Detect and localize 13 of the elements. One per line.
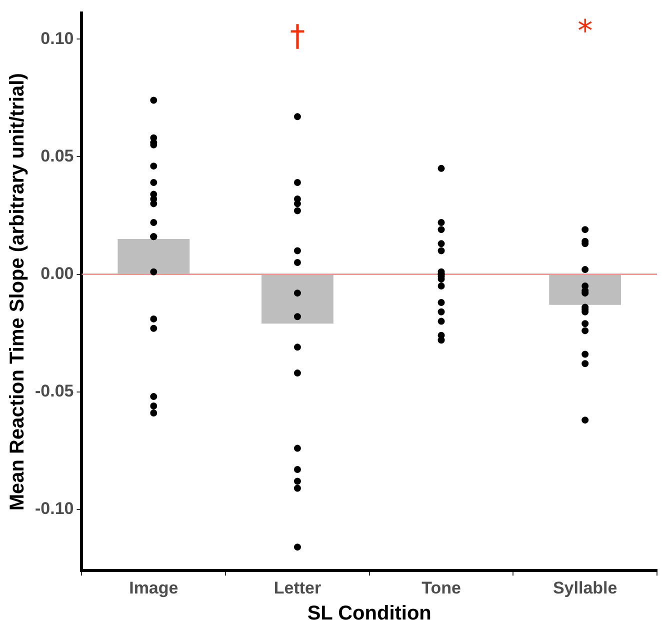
- annotation: †: [290, 18, 305, 54]
- x-tick-label: Syllable: [552, 578, 618, 598]
- x-axis-title: SL Condition: [307, 602, 432, 625]
- x-tick-label: Letter: [274, 578, 322, 598]
- y-tick-label: -0.10: [35, 499, 74, 518]
- x-tick-label: Tone: [422, 578, 461, 598]
- y-tick-label: 0.10: [40, 28, 74, 48]
- y-axis-title: Mean Reaction Time Slope (arbitrary unit/trial): [6, 73, 29, 511]
- y-tick-label: -0.05: [35, 382, 74, 401]
- y-tick-label: 0.05: [40, 146, 74, 166]
- x-tick-label: Image: [129, 578, 178, 598]
- annotation: *: [578, 14, 593, 49]
- y-tick-label: 0.00: [40, 264, 74, 283]
